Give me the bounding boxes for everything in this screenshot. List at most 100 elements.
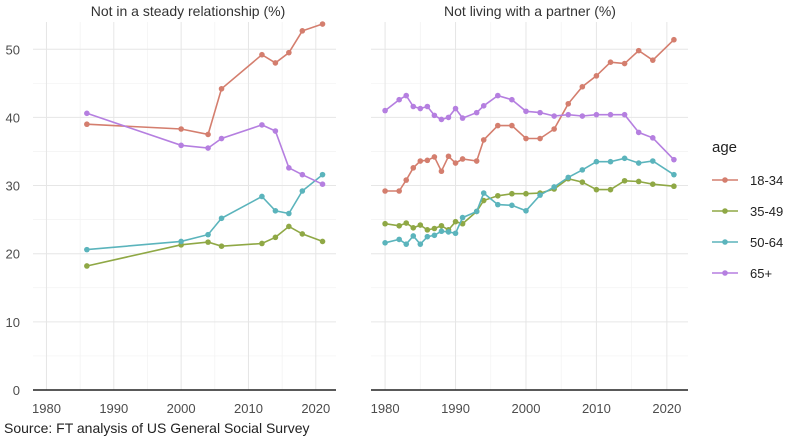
data-point-50-64 xyxy=(272,207,279,214)
data-point-35-49 xyxy=(403,220,410,226)
data-point-50-64 xyxy=(473,208,480,215)
data-point-18-34 xyxy=(178,126,184,132)
data-point-65+ xyxy=(84,110,90,117)
data-point-35-49 xyxy=(579,179,586,185)
data-point-35-49 xyxy=(509,190,515,197)
x-tick-label: 1980 xyxy=(371,401,400,416)
data-point-35-49 xyxy=(607,186,614,193)
data-point-35-49 xyxy=(635,178,642,185)
data-point-18-34 xyxy=(495,122,501,129)
data-point-35-49 xyxy=(299,231,306,237)
legend-title: age xyxy=(712,139,737,156)
data-point-35-49 xyxy=(495,192,501,199)
data-point-65+ xyxy=(272,128,279,134)
data-point-50-64 xyxy=(579,167,586,173)
data-point-35-49 xyxy=(424,227,431,233)
data-point-65+ xyxy=(459,115,466,121)
data-point-35-49 xyxy=(621,177,628,184)
data-point-65+ xyxy=(178,142,184,149)
data-point-65+ xyxy=(473,109,480,116)
data-point-65+ xyxy=(635,129,642,136)
data-point-65+ xyxy=(431,112,438,119)
data-point-65+ xyxy=(579,113,586,119)
data-point-50-64 xyxy=(396,236,402,243)
data-point-18-34 xyxy=(410,165,417,171)
data-point-65+ xyxy=(565,111,572,118)
data-point-50-64 xyxy=(593,158,600,165)
data-point-18-34 xyxy=(382,188,388,194)
data-point-50-64 xyxy=(178,238,184,245)
data-point-18-34 xyxy=(424,157,431,164)
data-point-50-64 xyxy=(551,184,557,190)
data-point-18-34 xyxy=(259,51,265,58)
data-point-35-49 xyxy=(84,263,90,269)
data-point-65+ xyxy=(509,96,515,103)
data-point-65+ xyxy=(495,92,501,99)
data-point-18-34 xyxy=(299,28,306,34)
data-point-18-34 xyxy=(523,135,529,142)
data-point-50-64 xyxy=(424,233,431,240)
panel-living-with-partner: 1980 1990 2000 2010 2020 Not living with a pa… xyxy=(371,3,688,416)
data-point-50-64 xyxy=(382,240,388,246)
data-point-65+ xyxy=(299,171,306,178)
data-point-18-34 xyxy=(218,85,225,92)
data-point-65+ xyxy=(452,105,459,112)
x-tick-label: 2000 xyxy=(512,401,541,416)
data-point-50-64 xyxy=(621,155,628,162)
data-point-65+ xyxy=(551,113,557,119)
legend-label: 50-64 xyxy=(750,235,783,250)
data-point-35-49 xyxy=(218,243,225,250)
x-tick-label: 2020 xyxy=(301,401,330,416)
data-point-35-49 xyxy=(259,240,265,247)
x-tick-label: 2010 xyxy=(582,401,611,416)
data-point-18-34 xyxy=(417,158,424,164)
data-point-35-49 xyxy=(438,222,445,229)
data-point-50-64 xyxy=(84,246,90,253)
data-point-35-49 xyxy=(319,238,326,245)
data-point-50-64 xyxy=(537,192,543,198)
data-point-35-49 xyxy=(452,218,459,225)
data-point-35-49 xyxy=(431,225,438,232)
series-line-18-34 xyxy=(385,39,675,192)
data-point-65+ xyxy=(480,103,487,109)
y-tick-label: 20 xyxy=(6,247,20,262)
legend-key-point xyxy=(722,177,728,183)
data-point-35-49 xyxy=(417,222,424,228)
data-point-50-64 xyxy=(523,207,529,214)
data-point-18-34 xyxy=(593,73,600,79)
x-tick-label: 2020 xyxy=(652,401,681,416)
data-point-65+ xyxy=(417,105,424,112)
data-point-18-34 xyxy=(319,21,326,27)
panel-title: Not in a steady relationship (%) xyxy=(91,3,286,19)
data-point-18-34 xyxy=(671,36,677,43)
data-point-65+ xyxy=(205,145,211,151)
data-point-50-64 xyxy=(459,214,466,221)
legend-label: 18-34 xyxy=(750,173,783,188)
data-point-50-64 xyxy=(671,171,677,178)
data-point-65+ xyxy=(671,156,677,163)
data-point-35-49 xyxy=(286,223,292,230)
data-point-65+ xyxy=(382,107,388,114)
data-point-35-49 xyxy=(382,220,388,227)
data-point-18-34 xyxy=(445,153,452,160)
data-point-18-34 xyxy=(438,168,445,175)
data-point-35-49 xyxy=(205,239,211,245)
x-tick-label: 2010 xyxy=(234,401,263,416)
data-point-18-34 xyxy=(607,59,614,66)
data-point-65+ xyxy=(649,135,656,141)
data-point-50-64 xyxy=(299,188,306,194)
x-tick-label: 1990 xyxy=(99,401,128,416)
panel-steady-relationship: 0 10 20 30 40 50 1980 1990 2000 2010 2020 Not in a … xyxy=(6,3,336,416)
data-point-35-49 xyxy=(272,234,279,241)
data-point-50-64 xyxy=(480,190,487,196)
data-point-65+ xyxy=(259,122,265,128)
data-point-18-34 xyxy=(621,60,628,67)
data-point-18-34 xyxy=(551,126,557,132)
data-point-35-49 xyxy=(593,186,600,193)
data-point-65+ xyxy=(593,111,600,118)
data-point-65+ xyxy=(621,111,628,118)
legend-label: 65+ xyxy=(750,266,772,281)
legend-key-point xyxy=(722,239,728,245)
y-tick-label: 0 xyxy=(13,383,20,398)
data-point-50-64 xyxy=(438,228,445,235)
